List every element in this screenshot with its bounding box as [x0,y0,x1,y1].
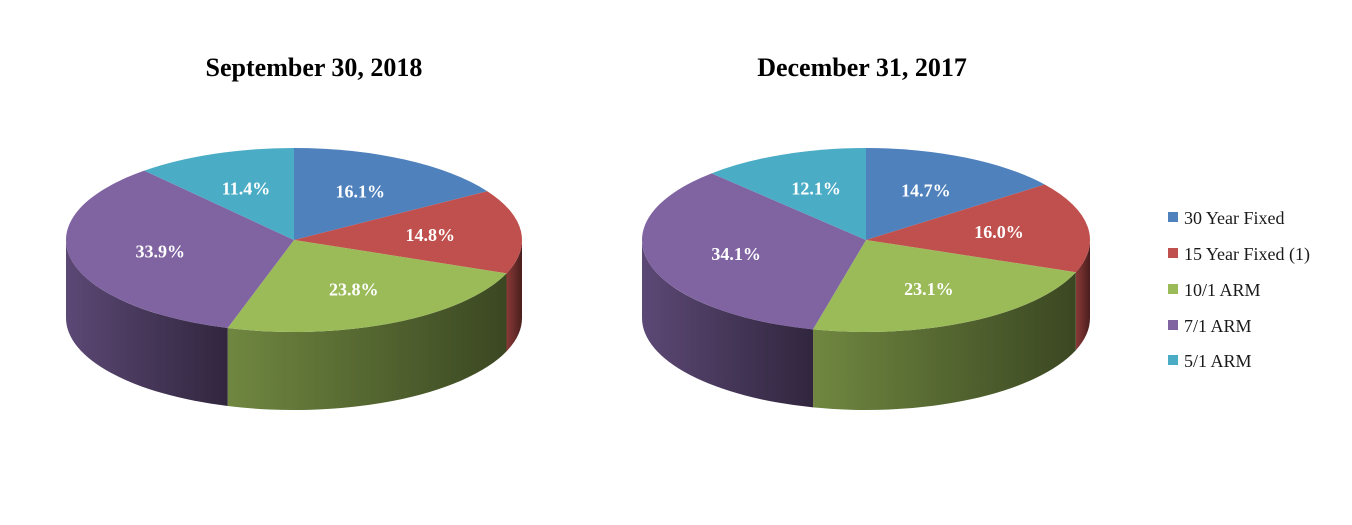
pie-slice-5-1-arm [144,148,294,240]
legend-label-7-1-arm: 7/1 ARM [1184,316,1252,336]
data-label-30-year-fixed: 16.1% [336,182,386,202]
legend-label-15-year-fixed: 15 Year Fixed (1) [1184,244,1310,265]
pie-side-15-year-fixed-1 [1075,240,1090,351]
legend-label-10-1-arm: 10/1 ARM [1184,280,1261,300]
chart-title-sep-2018: September 30, 2018 [206,53,423,82]
legend-swatch-10-1-arm [1168,284,1178,294]
legend-label-30-year-fixed: 30 Year Fixed [1184,208,1285,228]
data-label-15-year-fixed-1: 14.8% [405,225,455,245]
pie-slice-5-1-arm [711,148,866,240]
data-label-7-1-arm: 34.1% [711,244,761,264]
pie-side-7-1-arm [642,240,814,408]
pie-slice-10-1-arm [227,240,507,332]
pie-1-slices: 14.7% 16.0% 23.1% 34.1% 12.1% [642,148,1091,410]
legend-swatch-15-year-fixed [1168,248,1178,258]
pie-slice-15-year-fixed-1 [294,191,522,274]
data-label-15-year-fixed-1: 16.0% [974,222,1024,242]
pie-slice-7-1-arm [642,173,866,330]
chart-title-dec-2017: December 31, 2017 [757,53,967,82]
pie-slice-30-year-fixed [866,148,1045,240]
legend-label-5-1-arm: 5/1 ARM [1184,351,1252,371]
legend: 30 Year Fixed 15 Year Fixed (1) 10/1 ARM… [1168,208,1310,371]
legend-swatch-7-1-arm [1168,320,1178,330]
data-label-5-1-arm: 11.4% [222,178,271,198]
data-label-7-1-arm: 33.9% [135,242,185,262]
pie-slice-10-1-arm [813,240,1076,332]
pie-slice-30-year-fixed [294,148,488,240]
pie-chart-dec-2017: December 31, 2017 14.7% 16.0% 23.1% 34.1% 12… [642,53,1091,410]
pie-side-7-1-arm [65,240,228,407]
data-label-10-1-arm: 23.1% [904,279,954,299]
pie-side-10-1-arm [227,273,507,411]
legend-swatch-5-1-arm [1168,355,1178,365]
pie-chart-sep-2018: September 30, 2018 16.1%14.8%23.8%33.9%1… [65,53,522,411]
data-label-30-year-fixed: 14.7% [901,181,951,201]
legend-swatch-30-year-fixed [1168,212,1178,222]
data-label-5-1-arm: 12.1% [791,179,841,199]
data-label-10-1-arm: 23.8% [329,280,379,300]
pie-slice-15-year-fixed-1 [866,184,1091,273]
pie-side-10-1-arm [813,272,1076,410]
pie-0-slices: 16.1% 14.8% 23.8% 33.9% 11.4% [65,148,522,411]
pie-slice-7-1-arm [66,170,294,329]
pie-side-15-year-fixed-1 [506,240,522,352]
